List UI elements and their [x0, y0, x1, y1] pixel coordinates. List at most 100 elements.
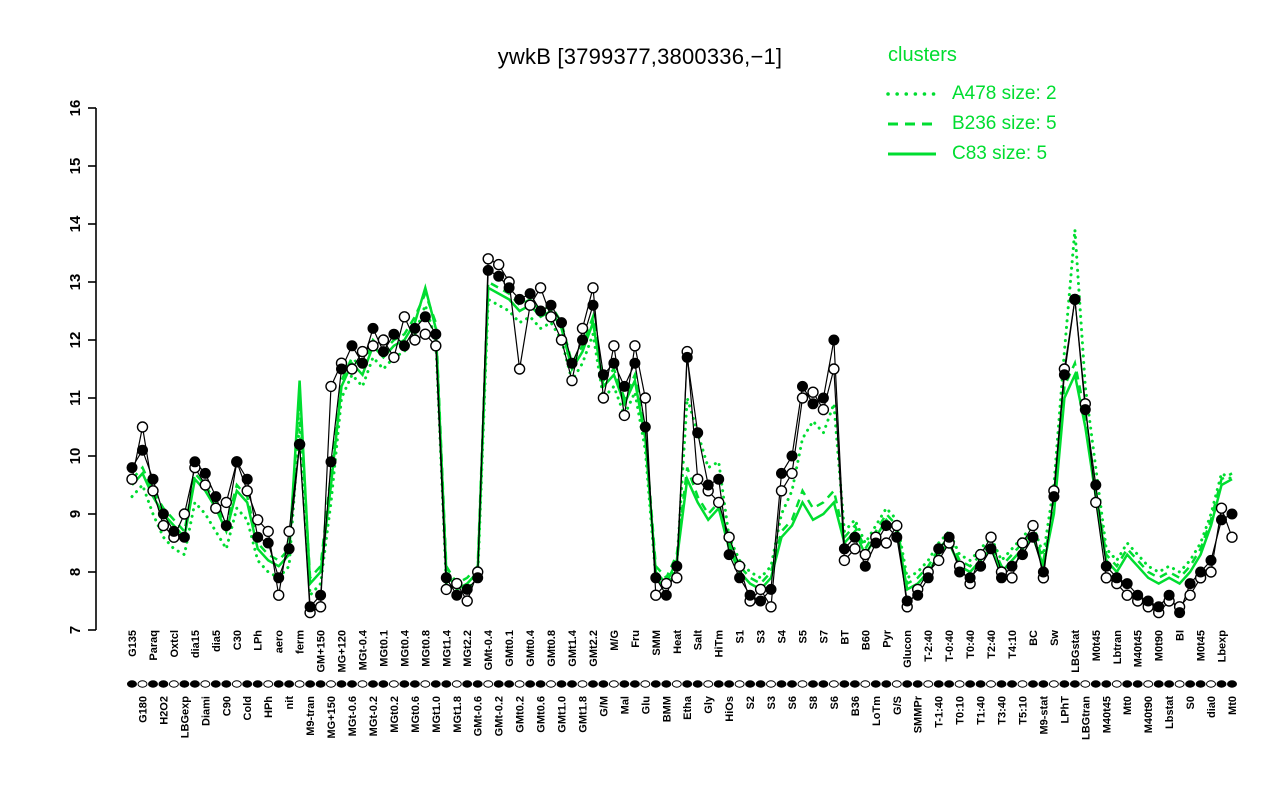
filled-point [723, 549, 735, 561]
svg-text:Fru: Fru [630, 630, 642, 648]
svg-text:GMt0.8: GMt0.8 [546, 630, 558, 667]
filled-point [797, 380, 808, 392]
filled-point [1090, 479, 1102, 491]
open-point [733, 560, 746, 572]
filled-point [943, 531, 955, 543]
filled-point [294, 438, 306, 450]
svg-text:M9-tran: M9-tran [305, 696, 317, 736]
open-point [220, 496, 233, 509]
filled-point [493, 270, 505, 282]
svg-text:10: 10 [67, 448, 84, 465]
svg-text:HPh: HPh [263, 696, 275, 718]
filled-point [838, 543, 850, 555]
open-point [493, 258, 505, 271]
open-point [419, 328, 431, 340]
dashed-line-icon [888, 122, 936, 126]
svg-text:T0:40: T0:40 [965, 630, 977, 659]
svg-text:dia15: dia15 [190, 630, 202, 658]
open-point [252, 514, 264, 526]
legend: clusters A478 size: 2 B236 size: 5 C83 s… [884, 44, 1057, 169]
open-point [880, 537, 892, 549]
solid-line-icon [888, 152, 936, 156]
svg-text:B60: B60 [860, 630, 872, 650]
filled-point [1079, 404, 1091, 416]
svg-text:T5:10: T5:10 [1018, 696, 1030, 725]
filled-point [231, 456, 243, 468]
open-point [262, 525, 274, 538]
svg-text:12: 12 [67, 332, 84, 349]
filled-point [514, 293, 526, 305]
filled-point [1037, 566, 1049, 578]
open-point [1006, 572, 1018, 584]
svg-text:LBGtran: LBGtran [1080, 696, 1092, 740]
svg-text:Mt0: Mt0 [1227, 696, 1239, 715]
open-point [409, 334, 421, 346]
open-point [849, 543, 861, 555]
filled-point [137, 444, 148, 456]
filled-point [1132, 589, 1144, 601]
filled-point [650, 572, 662, 584]
svg-text:T-0:40: T-0:40 [944, 630, 956, 662]
filled-point [273, 572, 285, 584]
svg-text:9: 9 [67, 510, 84, 518]
filled-point [744, 589, 756, 601]
svg-text:Mt0: Mt0 [1122, 696, 1134, 715]
svg-text:M0t45: M0t45 [1196, 630, 1208, 661]
filled-point [168, 525, 180, 537]
open-point [398, 311, 411, 323]
svg-text:GMt1.0: GMt1.0 [557, 696, 569, 733]
svg-text:GMt0.1: GMt0.1 [504, 630, 516, 667]
filled-point [556, 317, 567, 329]
filled-point [1048, 491, 1060, 503]
legend-item-c83: C83 size: 5 [884, 139, 1057, 169]
filled-point [807, 398, 819, 410]
filled-point [220, 520, 232, 532]
legend-item-a478: A478 size: 2 [884, 79, 1057, 109]
open-point [754, 583, 767, 596]
filled-point [681, 351, 693, 363]
filled-point [566, 357, 578, 369]
open-point [618, 409, 631, 422]
chart-title: ywkB [3799377,3800336,−1] [497, 44, 783, 69]
filled-point [398, 340, 410, 352]
open-point [933, 554, 945, 567]
filled-point [1069, 293, 1081, 305]
open-point [713, 496, 725, 509]
svg-text:HiOs: HiOs [724, 696, 736, 722]
open-point [576, 322, 589, 335]
open-point [1205, 566, 1217, 578]
filled-point [702, 479, 714, 491]
svg-text:T0:10: T0:10 [955, 696, 967, 725]
filled-point [336, 363, 347, 375]
legend-title: clusters [888, 44, 957, 66]
filled-point [1017, 549, 1028, 561]
filled-point [545, 299, 557, 311]
open-point [650, 589, 662, 601]
filled-point [430, 328, 442, 340]
open-point [1184, 589, 1196, 601]
cluster-lines [130, 229, 1234, 614]
open-point [1090, 496, 1102, 509]
svg-text:M/G: M/G [609, 630, 621, 651]
filled-point [178, 531, 190, 543]
filled-point [587, 299, 599, 311]
svg-text:MG+120: MG+120 [337, 630, 349, 673]
open-point [440, 583, 452, 596]
filled-point [304, 601, 316, 613]
series-line-a478 [130, 229, 1234, 599]
filled-point [210, 491, 222, 503]
svg-text:MGt1.4: MGt1.4 [441, 629, 453, 667]
filled-point [419, 311, 431, 323]
svg-text:LPhT: LPhT [1059, 696, 1071, 724]
filled-point [461, 583, 473, 595]
open-point [367, 340, 379, 352]
x-axis-labels: G135 G180 Paraq H2O2 Oxtcl LBGexp dia15 Diami di… [127, 629, 1239, 740]
filled-point [440, 572, 452, 584]
svg-text:M0t45: M0t45 [1091, 630, 1103, 661]
open-point [985, 531, 997, 543]
filled-point [315, 589, 327, 601]
filled-point [996, 572, 1007, 584]
open-point [671, 572, 683, 584]
filled-point [618, 380, 630, 392]
svg-text:H2O2: H2O2 [158, 696, 170, 725]
